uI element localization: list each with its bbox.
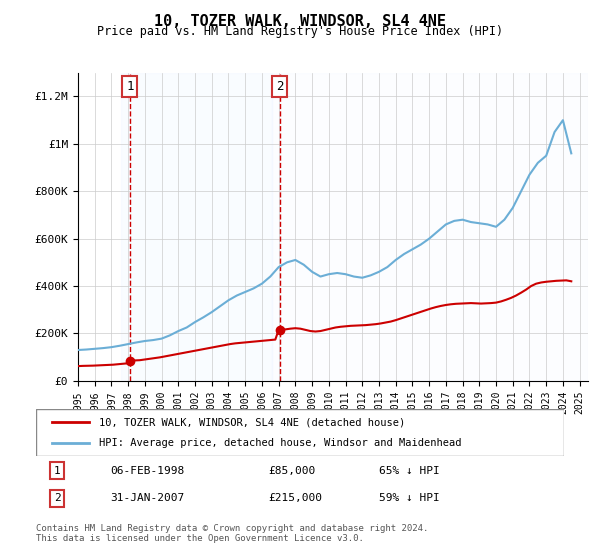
Text: Price paid vs. HM Land Registry's House Price Index (HPI): Price paid vs. HM Land Registry's House … bbox=[97, 25, 503, 38]
Bar bbox=[121, 73, 272, 381]
FancyBboxPatch shape bbox=[36, 409, 564, 456]
Text: 31-JAN-2007: 31-JAN-2007 bbox=[110, 493, 184, 503]
Text: HPI: Average price, detached house, Windsor and Maidenhead: HPI: Average price, detached house, Wind… bbox=[100, 438, 462, 448]
Text: 59% ↓ HPI: 59% ↓ HPI bbox=[379, 493, 440, 503]
Text: 65% ↓ HPI: 65% ↓ HPI bbox=[379, 465, 440, 475]
Text: 2: 2 bbox=[54, 493, 61, 503]
Text: 2: 2 bbox=[276, 80, 284, 93]
Text: 10, TOZER WALK, WINDSOR, SL4 4NE: 10, TOZER WALK, WINDSOR, SL4 4NE bbox=[154, 14, 446, 29]
Text: 1: 1 bbox=[54, 465, 61, 475]
Text: Contains HM Land Registry data © Crown copyright and database right 2024.
This d: Contains HM Land Registry data © Crown c… bbox=[36, 524, 428, 543]
Text: 06-FEB-1998: 06-FEB-1998 bbox=[110, 465, 184, 475]
Bar bbox=[272, 73, 588, 381]
Text: 10, TOZER WALK, WINDSOR, SL4 4NE (detached house): 10, TOZER WALK, WINDSOR, SL4 4NE (detach… bbox=[100, 417, 406, 427]
Text: 1: 1 bbox=[126, 80, 134, 93]
Text: £85,000: £85,000 bbox=[268, 465, 316, 475]
Text: £215,000: £215,000 bbox=[268, 493, 322, 503]
